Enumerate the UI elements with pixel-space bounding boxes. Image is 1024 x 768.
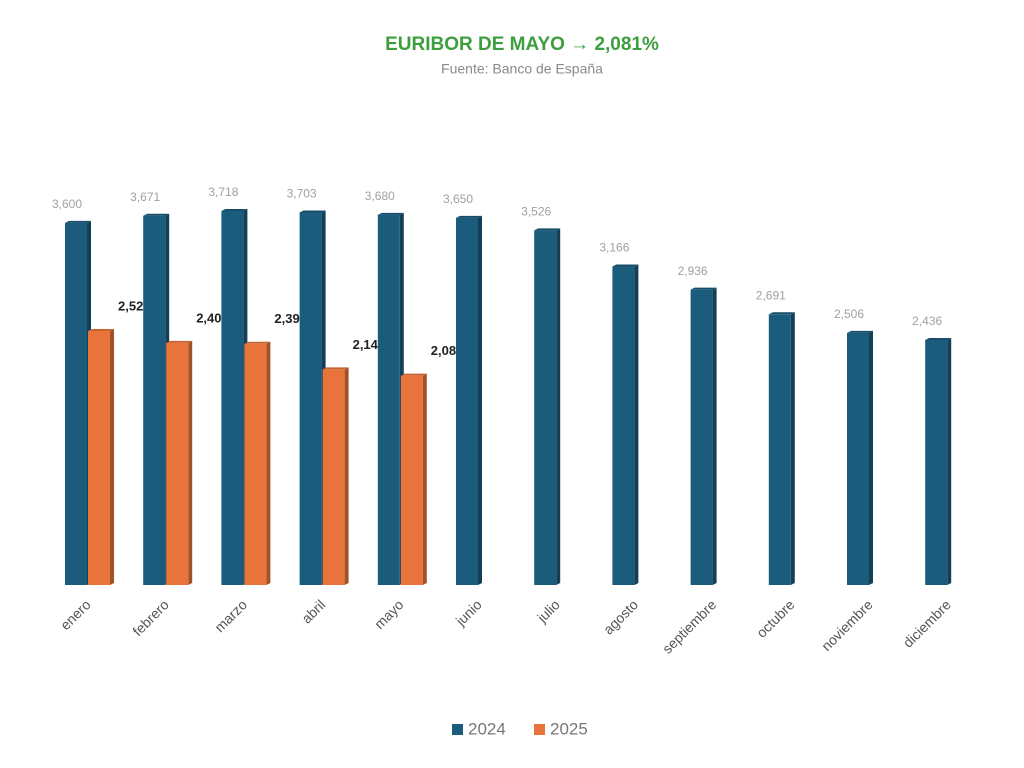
legend-swatch xyxy=(452,724,463,735)
bar-top xyxy=(65,220,91,223)
bar-top xyxy=(456,215,482,218)
bar xyxy=(768,314,791,585)
bar-top xyxy=(299,210,326,213)
bar-side xyxy=(422,373,427,585)
bar xyxy=(65,222,87,586)
data-label: 2,936 xyxy=(678,264,708,278)
bar-top xyxy=(377,212,404,215)
bar-top xyxy=(925,337,952,340)
data-label: 3,600 xyxy=(52,197,82,211)
bar xyxy=(847,332,869,585)
data-label: 3,671 xyxy=(130,190,160,204)
bar-side xyxy=(712,287,717,585)
data-label: 2,436 xyxy=(912,314,942,328)
bar xyxy=(143,215,166,585)
bar-side xyxy=(344,367,349,585)
bar-side xyxy=(188,340,193,585)
bar xyxy=(534,230,557,586)
data-label: 3,166 xyxy=(599,241,629,255)
bar xyxy=(690,289,713,585)
data-label: 2,143 xyxy=(353,337,386,352)
bar xyxy=(377,214,400,585)
bar-top xyxy=(612,264,639,267)
data-label: 2,081 xyxy=(431,343,464,358)
chart-subtitle: Fuente: Banco de España xyxy=(441,61,603,77)
bar xyxy=(88,331,110,585)
data-label: 3,526 xyxy=(521,204,551,218)
bar-side xyxy=(478,215,482,585)
bar xyxy=(221,211,244,585)
data-label: 3,650 xyxy=(443,192,473,206)
bar-top xyxy=(166,340,193,343)
legend-swatch xyxy=(534,724,545,735)
bar xyxy=(456,217,478,585)
bar-side xyxy=(110,329,114,585)
bar-side xyxy=(790,312,795,585)
data-label: 2,398 xyxy=(274,311,307,326)
bar xyxy=(299,212,322,585)
bar-side xyxy=(869,330,873,585)
bar-top xyxy=(768,312,795,315)
bar-top xyxy=(221,209,248,211)
bar-side xyxy=(266,341,271,585)
bar xyxy=(322,369,345,585)
data-label: 2,525 xyxy=(118,298,151,313)
data-label: 3,680 xyxy=(365,189,395,203)
bar xyxy=(244,343,267,585)
legend-label: 2024 xyxy=(468,719,506,738)
legend-label: 2025 xyxy=(550,719,588,738)
bar-top xyxy=(244,341,271,344)
bar xyxy=(166,342,189,585)
bar-side xyxy=(634,264,639,585)
bar-side xyxy=(556,228,561,586)
bar-top xyxy=(847,330,873,333)
data-label: 2,407 xyxy=(196,310,229,325)
chart-title: EURIBOR DE MAYO → 2,081% xyxy=(385,34,659,55)
data-label: 3,703 xyxy=(287,187,317,201)
bar-side xyxy=(947,337,952,585)
bar xyxy=(400,375,423,585)
bar-top xyxy=(143,213,170,216)
bar xyxy=(612,266,635,585)
data-label: 2,506 xyxy=(834,307,864,321)
data-label: 2,691 xyxy=(756,288,786,302)
bar-top xyxy=(88,329,114,332)
bar-top xyxy=(690,287,717,290)
bar xyxy=(925,339,948,585)
bar-top xyxy=(322,367,349,370)
bar-top xyxy=(534,228,561,231)
data-label: 3,718 xyxy=(208,185,238,199)
bar-top xyxy=(400,373,427,376)
